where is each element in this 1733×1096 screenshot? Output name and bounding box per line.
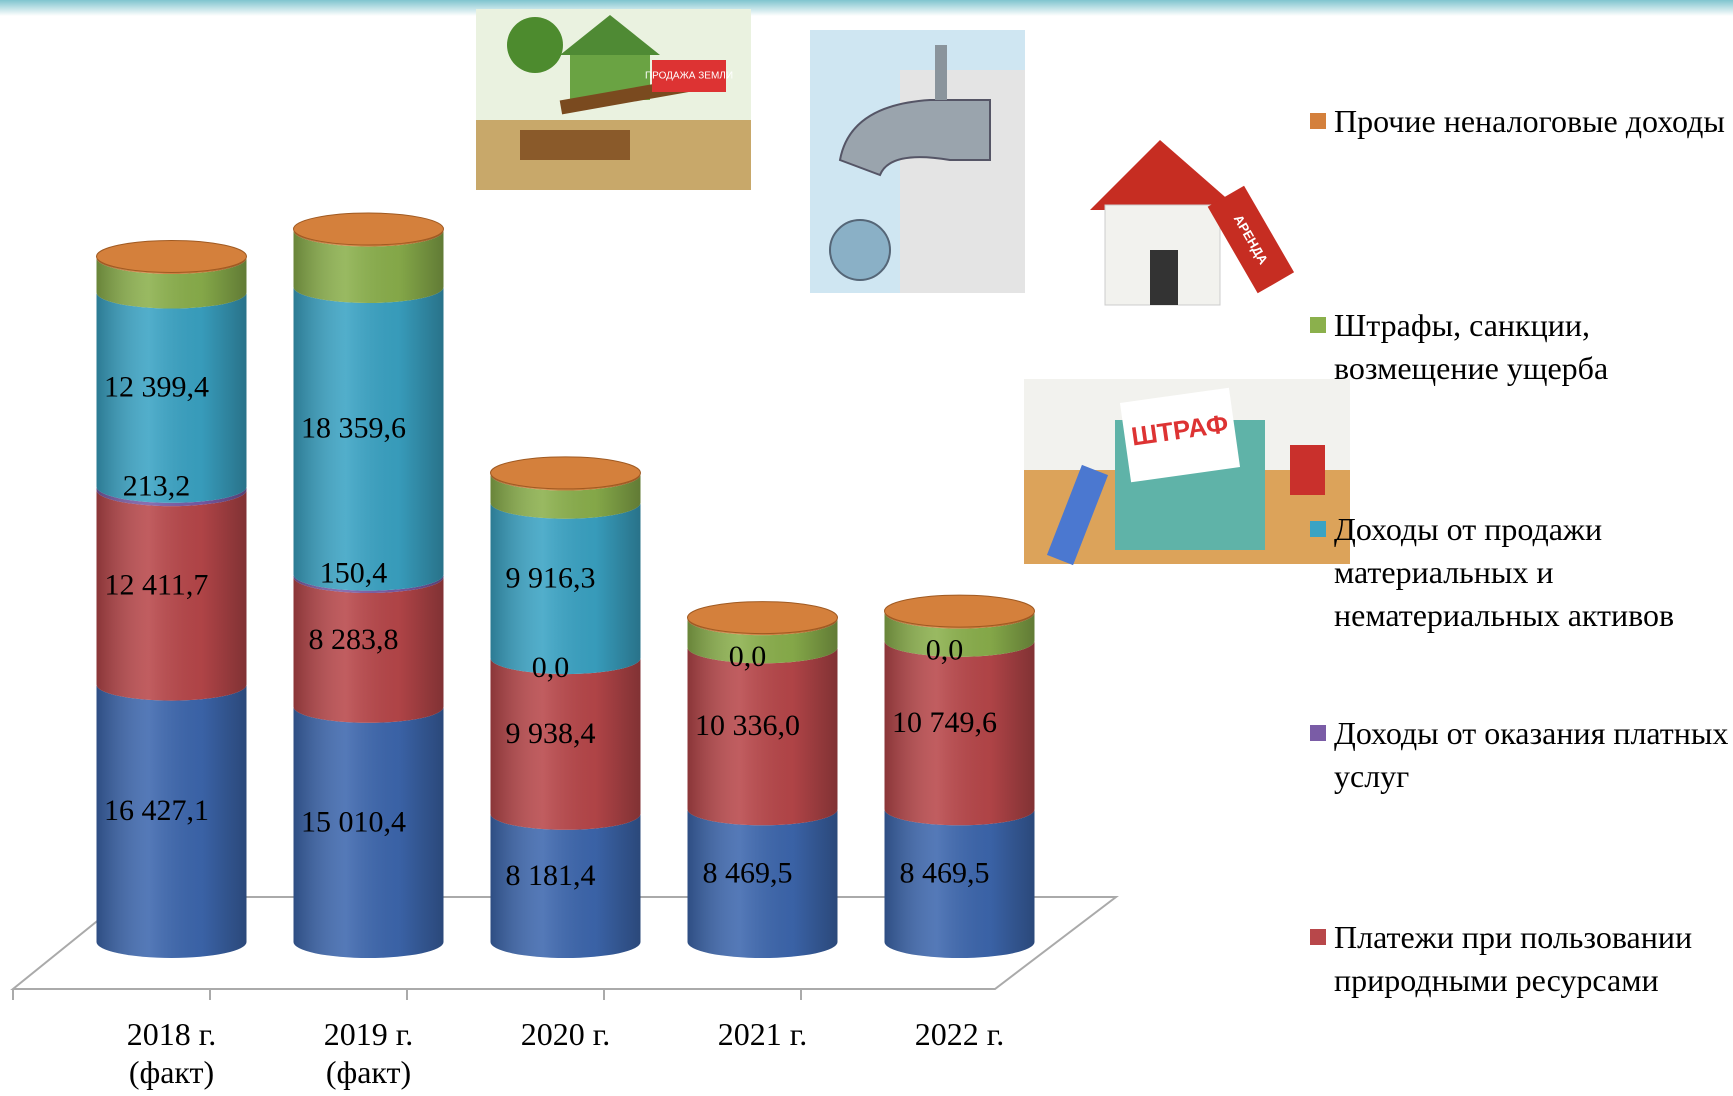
bar-cap	[884, 594, 1035, 628]
legend-label: Штрафы, санкции, возмещение ущерба	[1334, 307, 1609, 386]
legend-item: Доходы от продажи материальных и нематер…	[1310, 508, 1730, 637]
legend-marker	[1310, 725, 1326, 741]
bar-shade	[293, 577, 444, 723]
top-band	[0, 0, 1733, 16]
data-label: 8 469,5	[900, 857, 990, 890]
data-label: 8 283,8	[309, 623, 399, 656]
legend-marker	[1310, 521, 1326, 537]
faucet-image	[810, 30, 1025, 293]
bar-shade	[293, 230, 444, 303]
bar-shade	[490, 813, 641, 958]
bar-shade	[884, 809, 1035, 958]
legend-item: Доходы от оказания платных услуг	[1310, 712, 1730, 798]
legend-label: Доходы от оказания платных услуг	[1334, 715, 1729, 794]
bar-shade	[687, 647, 838, 826]
data-label: 0,0	[926, 634, 964, 667]
bar-shade	[687, 619, 838, 664]
data-label: 15 010,4	[301, 805, 406, 838]
bar-shade	[687, 809, 838, 958]
floor	[10, 896, 1119, 990]
data-label: 12 399,4	[104, 371, 209, 404]
data-label: 213,2	[123, 469, 191, 502]
legend-marker	[1310, 317, 1326, 333]
bar-shade	[884, 640, 1035, 826]
data-label: 9 916,3	[506, 561, 596, 594]
legend-label: Прочие неналоговые доходы	[1334, 103, 1725, 139]
x-tick-label: 2022 г.	[914, 1016, 1005, 1052]
data-label: 0,0	[532, 651, 570, 684]
legend-item: Штрафы, санкции, возмещение ущерба	[1310, 304, 1730, 390]
data-label: 10 749,6	[892, 706, 997, 739]
data-label: 16 427,1	[104, 794, 209, 827]
image-text: ПРОДАЖА ЗЕМЛИ	[645, 71, 733, 82]
bar-shade	[293, 286, 444, 591]
bar-shade	[490, 502, 641, 675]
bar-shade	[96, 490, 247, 701]
data-label: 8 181,4	[506, 859, 596, 892]
data-label: 10 336,0	[695, 709, 800, 742]
bar-cap	[293, 212, 444, 246]
bar-shade	[96, 258, 247, 309]
bar-cap	[96, 239, 247, 273]
land-sale-image: ПРОДАЖА ЗЕМЛИ	[476, 9, 751, 190]
bar-shade	[884, 612, 1035, 657]
legend-label: Доходы от продажи материальных и нематер…	[1334, 511, 1675, 633]
x-tick-label: 2021 г.	[717, 1016, 808, 1052]
legend-marker	[1310, 929, 1326, 945]
bar-cap	[687, 601, 838, 635]
rent-house-image: АРЕНДА	[1039, 99, 1295, 342]
x-tick-label: 2019 г. (факт)	[323, 1016, 414, 1090]
bar-shade	[490, 658, 641, 830]
legend-item: Прочие неналоговые доходы	[1310, 100, 1730, 143]
x-tick-label: 2018 г. (факт)	[126, 1016, 217, 1090]
legend-item: Платежи при пользовании природными ресур…	[1310, 916, 1730, 1002]
data-label: 12 411,7	[105, 568, 209, 601]
fine-image: ШТРАФ	[1024, 379, 1350, 566]
data-label: 8 469,5	[703, 857, 793, 890]
bar-shade	[490, 474, 641, 519]
legend-label: Платежи при пользовании природными ресур…	[1334, 919, 1693, 998]
data-label: 9 938,4	[506, 717, 596, 750]
data-label: 150,4	[320, 557, 388, 590]
bar-shade	[96, 486, 247, 507]
bar-cap	[490, 456, 641, 490]
data-label: 18 359,6	[301, 412, 406, 445]
data-label: 0,0	[729, 640, 767, 673]
bar-shade	[293, 706, 444, 958]
legend-marker	[1310, 113, 1326, 129]
x-tick-label: 2020 г.	[520, 1016, 611, 1052]
bar-shade	[96, 292, 247, 503]
bar-shade	[96, 684, 247, 958]
